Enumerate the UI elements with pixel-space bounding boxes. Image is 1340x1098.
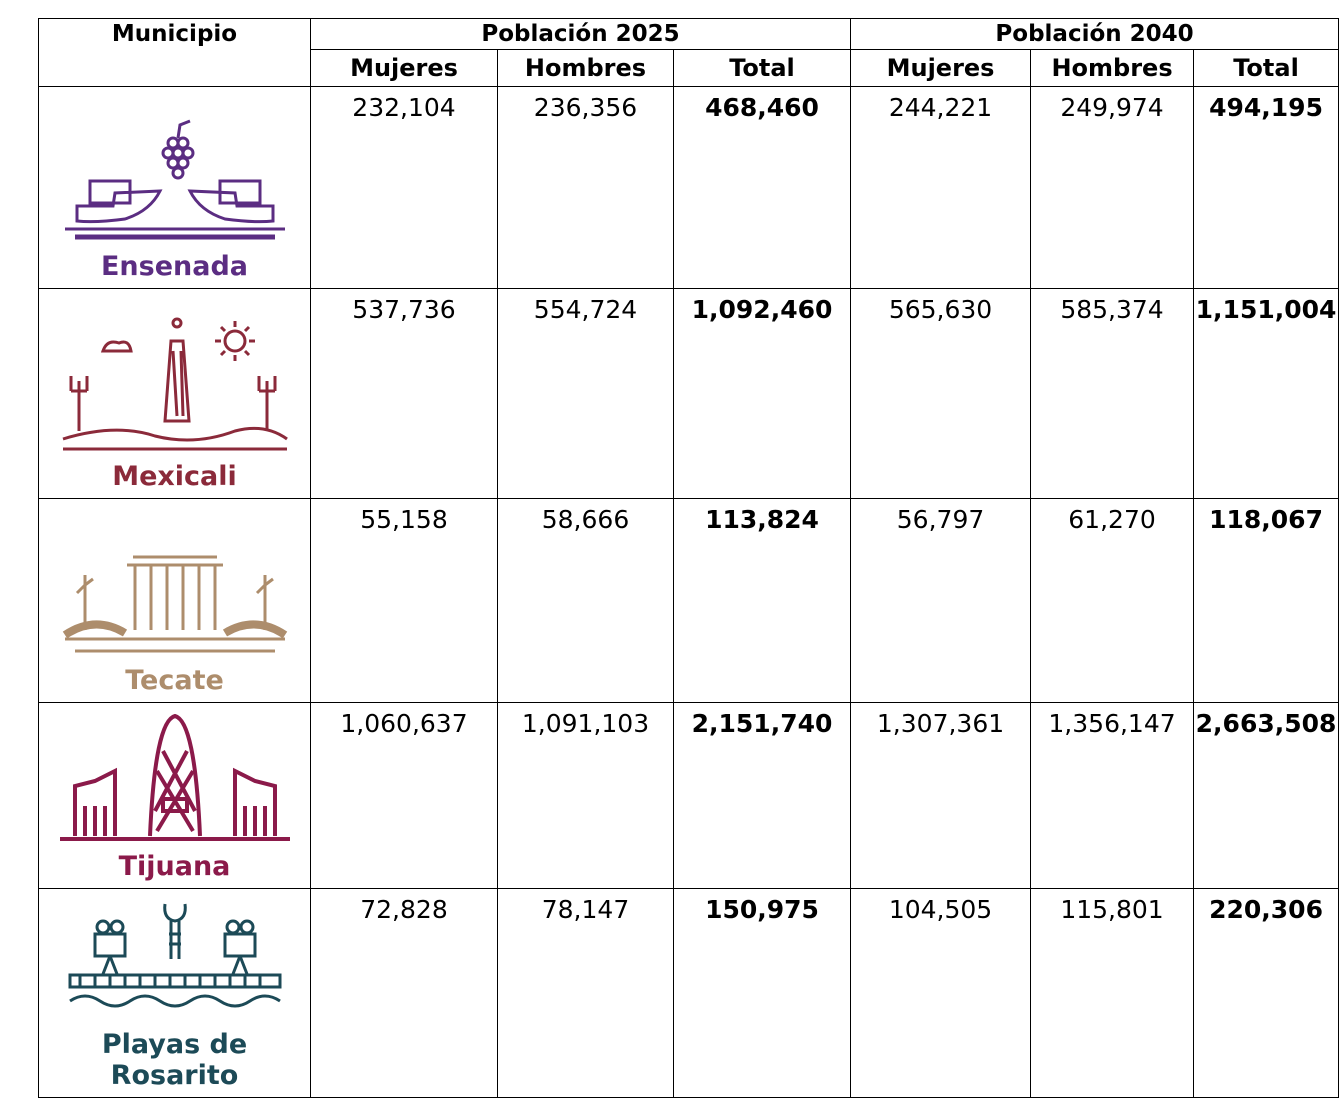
municipio-name: Tijuana	[118, 851, 231, 882]
municipio-cell: Ensenada	[38, 86, 311, 289]
value-cell: 244,221	[850, 86, 1032, 289]
table-row: Tecate 55,158 58,666 113,824 56,797 61,270 118…	[38, 498, 1340, 703]
value-cell: 1,092,460	[672, 288, 852, 499]
municipio-name: Playas de Rosarito	[101, 1029, 248, 1091]
population-table: Municipio Población 2025 Población 2040 …	[38, 18, 1340, 1098]
value-cell: 2,151,740	[672, 702, 852, 889]
table-row: Ensenada 232,104 236,356 468,460 244,221 249,…	[38, 86, 1340, 289]
icon	[62, 555, 287, 653]
subheader-cell: Mujeres	[850, 49, 1032, 87]
value-cell: 468,460	[672, 86, 852, 289]
icon	[59, 713, 290, 841]
value-cell: 1,091,103	[497, 702, 674, 889]
municipio-cell: Tecate	[38, 498, 311, 703]
municipio-name: Ensenada	[100, 251, 249, 282]
value-cell: 537,736	[310, 288, 498, 499]
value-cell: 585,374	[1030, 288, 1195, 499]
value-cell: 494,195	[1193, 86, 1340, 289]
value-cell: 249,974	[1030, 86, 1195, 289]
value-cell: 1,151,004	[1193, 288, 1340, 499]
municipio-cell: Tijuana	[38, 702, 311, 889]
value-cell: 72,828	[310, 888, 498, 1098]
group-header: Población 2025	[309, 18, 852, 50]
value-cell: 232,104	[310, 86, 498, 289]
icon	[62, 317, 288, 451]
icon	[64, 119, 285, 240]
value-cell: 56,797	[850, 498, 1032, 703]
group-header: Población 2040	[850, 18, 1340, 50]
value-cell: 1,060,637	[310, 702, 498, 889]
value-cell: 565,630	[850, 288, 1032, 499]
value-cell: 150,975	[672, 888, 852, 1098]
value-cell: 554,724	[497, 288, 674, 499]
icon	[68, 903, 281, 1008]
value-cell: 115,801	[1030, 888, 1195, 1098]
value-cell: 2,663,508	[1193, 702, 1340, 889]
value-cell: 55,158	[310, 498, 498, 703]
subheader-cell: Total	[1193, 49, 1340, 87]
value-cell: 220,306	[1193, 888, 1340, 1098]
municipio-cell: Playas de Rosarito	[38, 888, 311, 1098]
subheader-cell: Total	[672, 49, 852, 87]
municipio-name: Mexicali	[112, 461, 237, 492]
municipio-cell: Mexicali	[38, 288, 311, 499]
value-cell: 78,147	[497, 888, 674, 1098]
value-cell: 1,307,361	[850, 702, 1032, 889]
table-row: Playas de Rosarito 72,828 78,147 150,975 104…	[38, 888, 1340, 1098]
municipio-name: Tecate	[125, 665, 224, 696]
header-cell: Municipio	[38, 18, 311, 87]
table-row: Mexicali 537,736 554,724 1,092,460 565,630 58…	[38, 288, 1340, 499]
value-cell: 236,356	[497, 86, 674, 289]
value-cell: 1,356,147	[1030, 702, 1195, 889]
value-cell: 61,270	[1030, 498, 1195, 703]
subheader-cell: Hombres	[1030, 49, 1195, 87]
subheader-cell: Hombres	[497, 49, 674, 87]
value-cell: 104,505	[850, 888, 1032, 1098]
value-cell: 118,067	[1193, 498, 1340, 703]
value-cell: 113,824	[672, 498, 852, 703]
subheader-cell: Mujeres	[310, 49, 498, 87]
table-row: Tijuana 1,060,637 1,091,103 2,151,740 1,307,…	[38, 702, 1340, 889]
value-cell: 58,666	[497, 498, 674, 703]
